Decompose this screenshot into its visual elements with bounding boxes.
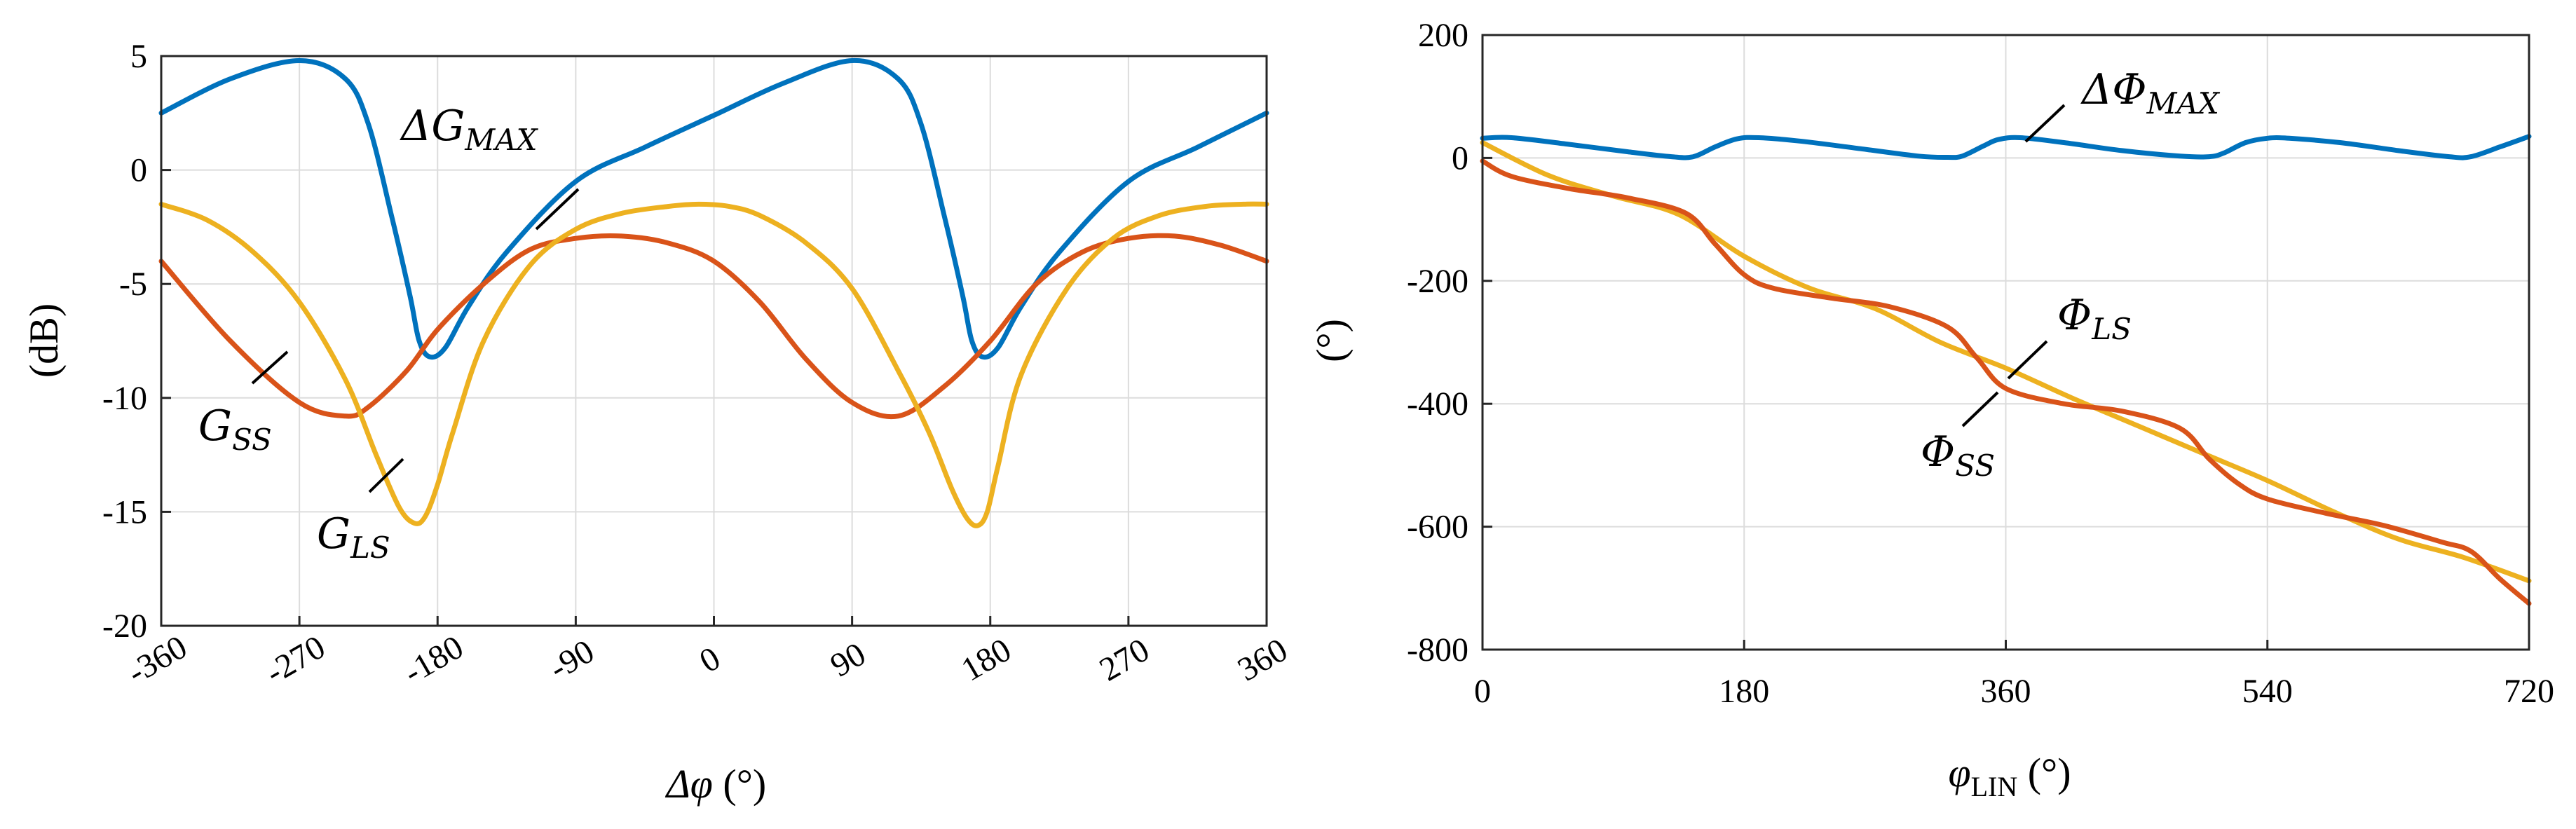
left-ytick-label-0: 5 xyxy=(130,38,147,75)
left-xtick-label-6: 180 xyxy=(955,631,1018,689)
right-y-axis-label: (°) xyxy=(1308,319,1354,362)
right-xtick-label-3: 540 xyxy=(2242,673,2293,710)
annotation-leader-g-ls xyxy=(368,458,404,493)
annotation-phi-ls: ΦLS xyxy=(2007,291,2132,380)
annotation-g-ls: GLS xyxy=(317,458,404,565)
series-line-delta-g-max xyxy=(158,57,1269,360)
annotation-leader-phi-ls xyxy=(2007,340,2048,380)
right-ytick-label-4: -600 xyxy=(1407,509,1468,546)
left-xtick-label-7: 270 xyxy=(1093,631,1156,689)
left-xtick-labels: -360 -270 -180 -90 0 90 180 270 360 xyxy=(121,629,1294,692)
left-xtick-label-8: 360 xyxy=(1232,631,1294,689)
left-ytick-label-1: 0 xyxy=(130,152,147,189)
left-ytick-label-3: -10 xyxy=(102,380,147,417)
left-chart: -360 -270 -180 -90 0 90 180 270 360 50-5-10-15-2… xyxy=(21,38,1294,807)
left-ytick-label-2: -5 xyxy=(119,266,147,303)
right-chart: 0 180 360 540 720 200 0 -200 -400 -600 -800 (°) φ… xyxy=(1308,17,2554,802)
right-xtick-label-1: 180 xyxy=(1719,673,1769,710)
annotation-leader-delta-phi-max xyxy=(2024,104,2066,143)
left-xtick-label-1: -270 xyxy=(259,629,332,692)
annotation-phi-ss: ΦSS xyxy=(1921,391,1999,483)
right-grid xyxy=(1481,34,2530,651)
svg-text:ΔΦMAX: ΔΦMAX xyxy=(2080,65,2221,121)
right-xtick-label-0: 0 xyxy=(1474,673,1491,710)
left-x-axis-label: Δφ (°) xyxy=(665,761,766,807)
left-xtick-label-4: 0 xyxy=(693,640,726,680)
annotation-leader-delta-g-max xyxy=(535,188,580,231)
right-ytick-label-0: 200 xyxy=(1418,17,1468,54)
annotation-delta-g-max: ΔGMAX xyxy=(400,102,580,231)
series-line-phi-ss xyxy=(1480,158,2532,606)
left-xtick-label-3: -90 xyxy=(543,633,601,687)
series-line-delta-phi-max xyxy=(1480,134,2532,160)
left-series-layer xyxy=(158,57,1269,528)
left-ytick-label-4: -15 xyxy=(102,493,147,530)
right-x-axis-label: φLIN (°) xyxy=(1948,750,2071,802)
right-series-layer xyxy=(1480,134,2532,606)
left-plot-frame xyxy=(160,55,1268,627)
right-ytick-label-2: -200 xyxy=(1407,263,1468,300)
right-ytick-labels: 200 0 -200 -400 -600 -800 xyxy=(1407,17,1468,669)
svg-text:ΦSS: ΦSS xyxy=(1921,427,1995,483)
right-ytick-label-1: 0 xyxy=(1452,139,1468,177)
annotation-leader-g-ss xyxy=(251,350,289,385)
right-ytick-label-3: -400 xyxy=(1407,385,1468,423)
left-ytick-label-5: -20 xyxy=(102,608,147,645)
annotation-g-ss: GSS xyxy=(198,350,289,457)
right-ytick-label-5: -800 xyxy=(1407,631,1468,669)
left-ytick-labels: 5 0 -5 -10 -15 -20 xyxy=(102,38,147,645)
right-plot-frame xyxy=(1481,34,2530,651)
right-xtick-label-4: 720 xyxy=(2504,673,2554,710)
left-y-axis-label: (dB) xyxy=(21,303,67,378)
svg-text:GSS: GSS xyxy=(198,402,272,457)
annotation-delta-phi-max: ΔΦMAX xyxy=(2024,65,2221,143)
svg-text:ΦLS: ΦLS xyxy=(2057,291,2132,346)
svg-text:ΔGMAX: ΔGMAX xyxy=(400,102,539,157)
svg-text:GLS: GLS xyxy=(317,509,390,565)
series-line-g-ls xyxy=(158,201,1269,528)
annotation-leader-phi-ss xyxy=(1961,391,1999,427)
left-xtick-label-5: 90 xyxy=(824,636,872,685)
left-xtick-label-2: -180 xyxy=(397,629,470,692)
right-xtick-labels: 0 180 360 540 720 xyxy=(1474,673,2554,710)
right-xtick-label-2: 360 xyxy=(1981,673,2031,710)
